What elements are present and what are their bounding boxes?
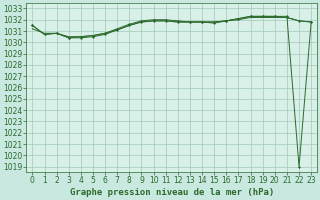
X-axis label: Graphe pression niveau de la mer (hPa): Graphe pression niveau de la mer (hPa) xyxy=(70,188,274,197)
